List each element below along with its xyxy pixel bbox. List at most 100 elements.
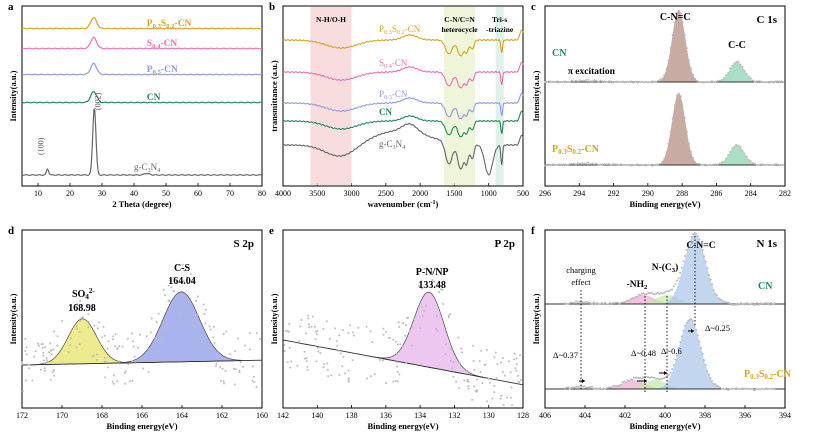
label-sub: 3 [393, 144, 396, 151]
data-point [570, 387, 573, 389]
data-point [472, 344, 474, 347]
sample-label: CN [552, 48, 567, 59]
data-point [665, 68, 668, 71]
peak-label: P-N/NP [416, 267, 449, 278]
data-point [106, 361, 109, 364]
data-point [568, 163, 571, 165]
data-point [554, 163, 557, 166]
data-point [570, 301, 573, 304]
data-point [102, 326, 105, 328]
data-point [739, 145, 742, 148]
data-point [650, 291, 653, 294]
data-point [396, 365, 399, 368]
data-point [730, 387, 733, 390]
data-point [685, 322, 688, 324]
data-point [473, 369, 476, 372]
peak-label-sub: 4 [85, 293, 89, 301]
data-point [200, 341, 203, 344]
data-point [698, 340, 701, 343]
data-point [696, 162, 699, 165]
data-point [583, 301, 586, 304]
data-point [749, 77, 752, 80]
label-suffix: -CN [392, 58, 408, 68]
data-point [56, 344, 59, 347]
data-point [552, 80, 555, 83]
data-point [671, 368, 674, 370]
data-point [642, 81, 645, 84]
panel-letter: d [8, 225, 14, 237]
data-point [586, 386, 589, 389]
data-point [500, 394, 503, 397]
data-point [601, 163, 604, 166]
data-point [616, 385, 619, 387]
data-point [67, 351, 70, 353]
data-point [318, 346, 321, 349]
data-point [644, 293, 646, 296]
data-point [98, 321, 100, 324]
data-point [344, 372, 347, 375]
data-point [736, 387, 739, 390]
data-point [154, 336, 156, 339]
x-tick-label: 134 [414, 411, 426, 420]
data-point [623, 380, 626, 383]
data-point [756, 388, 758, 390]
data-point [696, 80, 699, 82]
data-point [684, 255, 686, 257]
series-label: S0.4-CN [379, 58, 408, 70]
data-point [307, 323, 310, 326]
data-point [396, 361, 399, 364]
series-label: P0.3S0.2-CN [147, 19, 192, 30]
data-point [749, 388, 752, 391]
x-axis-label-text: wavenumber (cm [368, 199, 431, 209]
x-tick-label: 3000 [344, 189, 360, 198]
data-point [579, 79, 581, 82]
data-point [661, 161, 664, 163]
data-point [572, 301, 574, 304]
data-point [692, 156, 695, 159]
data-point [155, 321, 158, 324]
data-point [485, 348, 488, 351]
data-point [714, 292, 717, 295]
data-point [21, 390, 24, 393]
peak-label: π excitation [568, 67, 616, 77]
data-point [480, 349, 483, 352]
data-point [516, 374, 519, 377]
data-point [602, 387, 605, 390]
xrd-curve [21, 62, 262, 76]
data-point [133, 355, 136, 358]
data-point [579, 162, 581, 165]
data-point [611, 81, 614, 84]
data-point [552, 163, 555, 166]
data-point [303, 357, 306, 360]
data-point [632, 81, 635, 84]
data-point [347, 332, 350, 334]
data-point [703, 255, 706, 258]
panel-b: 4000 3500 3000 2500 2000 1500 1000 500 wavenumbe… [269, 1, 529, 209]
data-point [347, 380, 350, 383]
data-point [780, 163, 783, 166]
data-point [131, 360, 134, 363]
data-point [681, 104, 684, 107]
band-label: Tri-s [492, 15, 507, 24]
data-point [305, 357, 308, 360]
data-point [173, 290, 176, 293]
data-point [624, 381, 627, 384]
data-point [719, 298, 722, 301]
label-mid: S [161, 19, 166, 29]
data-point [388, 337, 391, 340]
label-sub: 0.5 [153, 69, 162, 76]
data-point [682, 260, 685, 263]
baseline [21, 359, 263, 366]
data-point [652, 292, 654, 295]
data-point [581, 301, 584, 304]
peak-label-main: -NH [627, 280, 645, 290]
data-point [622, 164, 625, 167]
data-point [757, 80, 760, 83]
peak-label: C-S [174, 263, 191, 274]
data-point [735, 61, 738, 63]
data-point [723, 160, 725, 163]
data-point [43, 362, 46, 365]
data-point [760, 163, 762, 166]
data-point [634, 163, 637, 166]
data-point [710, 164, 713, 167]
